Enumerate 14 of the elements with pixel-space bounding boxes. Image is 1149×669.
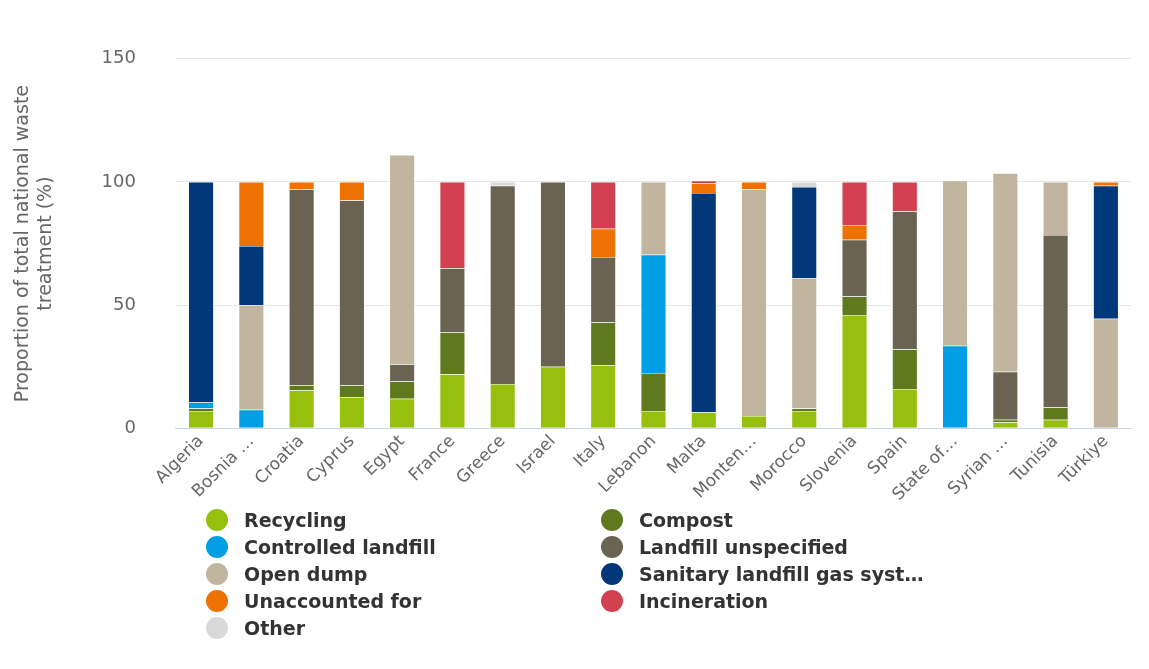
legend-label: Sanitary landfill gas syst… xyxy=(639,562,924,585)
legend-label: Recycling xyxy=(244,508,347,531)
y-axis-title: Proportion of total national waste treatment (%) xyxy=(10,84,56,403)
y-tick-label: 100 xyxy=(101,169,136,191)
legend-label: Landfill unspecified xyxy=(639,535,848,558)
y-tick-label: 0 xyxy=(124,416,136,437)
y-tick-label: 150 xyxy=(101,46,136,68)
legend-label: Unaccounted for xyxy=(244,589,422,612)
legend-label: Controlled landfill xyxy=(244,535,436,558)
y-tick-label: 50 xyxy=(113,292,136,314)
legend-label: Incineration xyxy=(639,589,769,612)
legend-label: Open dump xyxy=(244,562,368,585)
legend-label: Compost xyxy=(639,508,733,531)
legend-label: Other xyxy=(244,616,306,639)
